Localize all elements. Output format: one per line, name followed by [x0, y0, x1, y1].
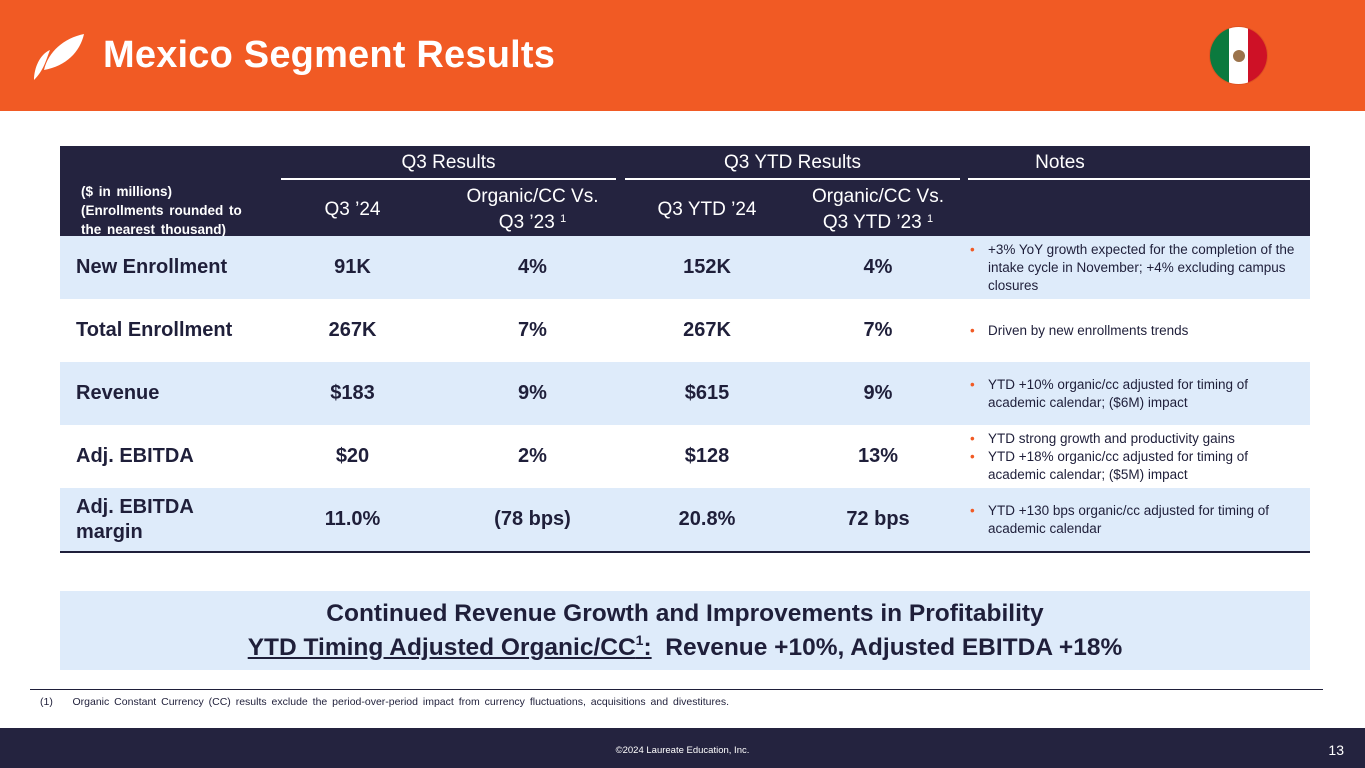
row-notes: Driven by new enrollments trends — [970, 299, 1306, 362]
callout-line-2: YTD Timing Adjusted Organic/CC1: Revenue… — [247, 632, 1123, 661]
results-table: Q3 Results Q3 YTD Results Notes ($ in mi… — [60, 146, 1310, 553]
row-ytd-value: $615 — [684, 382, 730, 404]
row-ytd-value: 152K — [683, 256, 731, 278]
row-q3-growth: 7% — [518, 319, 547, 341]
row-ytd-growth: 13% — [857, 445, 899, 467]
group-notes: Notes — [1035, 152, 1085, 173]
units-note: ($ in millions) (Enrollments rounded to … — [81, 184, 242, 237]
footnote: (1) Organic Constant Currency (CC) resul… — [40, 696, 730, 708]
col-ytd-24: Q3 YTD ’24 — [657, 199, 757, 220]
footnote-divider — [30, 689, 1323, 690]
row-notes: YTD +130 bps organic/cc adjusted for tim… — [970, 488, 1306, 551]
copyright: ©2024 Laureate Education, Inc. — [615, 745, 750, 756]
group-q3-underline — [281, 178, 616, 180]
row-q3-growth: (78 bps) — [494, 508, 571, 530]
note-bullet: Driven by new enrollments trends — [970, 322, 1306, 340]
row-notes: +3% YoY growth expected for the completi… — [970, 236, 1306, 299]
footer-bar: ©2024 Laureate Education, Inc. 13 — [0, 728, 1365, 768]
page-title: Mexico Segment Results — [103, 34, 556, 76]
row-q3-value: 11.0% — [324, 508, 381, 530]
group-ytd-results: Q3 YTD Results — [724, 152, 861, 173]
row-metric: New Enrollment — [76, 256, 228, 278]
row-ytd-growth: 4% — [863, 256, 893, 278]
row-q3-growth: 4% — [518, 256, 547, 278]
table-row-revenue: Revenue $183 9% $615 9% YTD +10% organic… — [60, 362, 1310, 425]
table-row-total-enrollment: Total Enrollment 267K 7% 267K 7% Driven … — [60, 299, 1310, 362]
row-metric: Adj. EBITDA margin — [76, 495, 194, 543]
row-ytd-growth: 9% — [863, 382, 893, 404]
row-q3-growth: 9% — [518, 382, 547, 404]
col-q3-organic: Organic/CC Vs. Q3 ’23 1 — [466, 186, 599, 233]
col-q3-24: Q3 ’24 — [324, 199, 381, 220]
row-metric: Adj. EBITDA — [76, 445, 194, 467]
row-ytd-value: $128 — [684, 445, 730, 467]
row-ytd-growth: 7% — [863, 319, 893, 341]
note-bullet: YTD +130 bps organic/cc adjusted for tim… — [970, 502, 1306, 538]
table-header: Q3 Results Q3 YTD Results Notes ($ in mi… — [60, 146, 1310, 237]
row-ytd-value: 267K — [683, 319, 731, 341]
row-q3-growth: 2% — [518, 445, 547, 467]
note-bullet: YTD +10% organic/cc adjusted for timing … — [970, 376, 1306, 412]
row-notes: YTD +10% organic/cc adjusted for timing … — [970, 362, 1306, 425]
note-bullet: +3% YoY growth expected for the completi… — [970, 241, 1306, 295]
note-bullet: YTD strong growth and productivity gains — [970, 430, 1306, 448]
row-q3-value: $20 — [335, 445, 370, 467]
page-number: 13 — [1328, 742, 1344, 758]
header-bar: Mexico Segment Results — [0, 0, 1365, 111]
row-metric: Revenue — [76, 382, 160, 404]
row-q3-value: 91K — [334, 256, 371, 278]
group-notes-underline — [968, 178, 1310, 180]
note-bullet: YTD +18% organic/cc adjusted for timing … — [970, 448, 1306, 484]
mexico-flag-icon — [1210, 27, 1267, 84]
row-q3-value: $183 — [330, 382, 375, 404]
row-ytd-value: 20.8% — [678, 508, 736, 530]
group-ytd-underline — [625, 178, 960, 180]
laureate-leaf-logo-icon — [34, 34, 84, 80]
table-row-adj-ebitda-margin: Adj. EBITDA margin 11.0% (78 bps) 20.8% … — [60, 488, 1310, 553]
row-q3-value: 267K — [328, 319, 377, 341]
callout-line-1: Continued Revenue Growth and Improvement… — [326, 600, 1044, 627]
summary-callout: Continued Revenue Growth and Improvement… — [60, 591, 1310, 670]
row-notes: YTD strong growth and productivity gains… — [970, 425, 1306, 488]
table-row-adj-ebitda: Adj. EBITDA $20 2% $128 13% YTD strong g… — [60, 425, 1310, 488]
row-ytd-growth: 72 bps — [846, 508, 910, 530]
row-metric: Total Enrollment — [76, 319, 233, 341]
group-q3-results: Q3 Results — [401, 152, 496, 173]
col-ytd-organic: Organic/CC Vs. Q3 YTD ’23 1 — [812, 186, 944, 233]
table-row-new-enrollment: New Enrollment 91K 4% 152K 4% +3% YoY gr… — [60, 236, 1310, 299]
